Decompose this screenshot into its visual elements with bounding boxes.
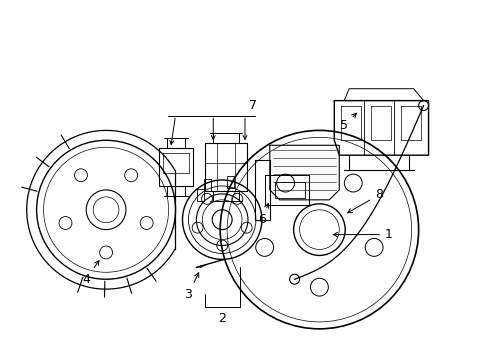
Bar	[204, 179, 211, 191]
Text: 4: 4	[82, 261, 99, 286]
Text: 8: 8	[347, 188, 382, 213]
Text: 6: 6	[257, 203, 268, 226]
Text: 2: 2	[218, 312, 225, 325]
Text: 3: 3	[184, 273, 198, 301]
Bar	[197, 189, 204, 201]
Bar	[226, 176, 234, 188]
Text: 1: 1	[332, 228, 392, 241]
Text: 5: 5	[340, 113, 356, 132]
Text: 7: 7	[248, 99, 256, 112]
